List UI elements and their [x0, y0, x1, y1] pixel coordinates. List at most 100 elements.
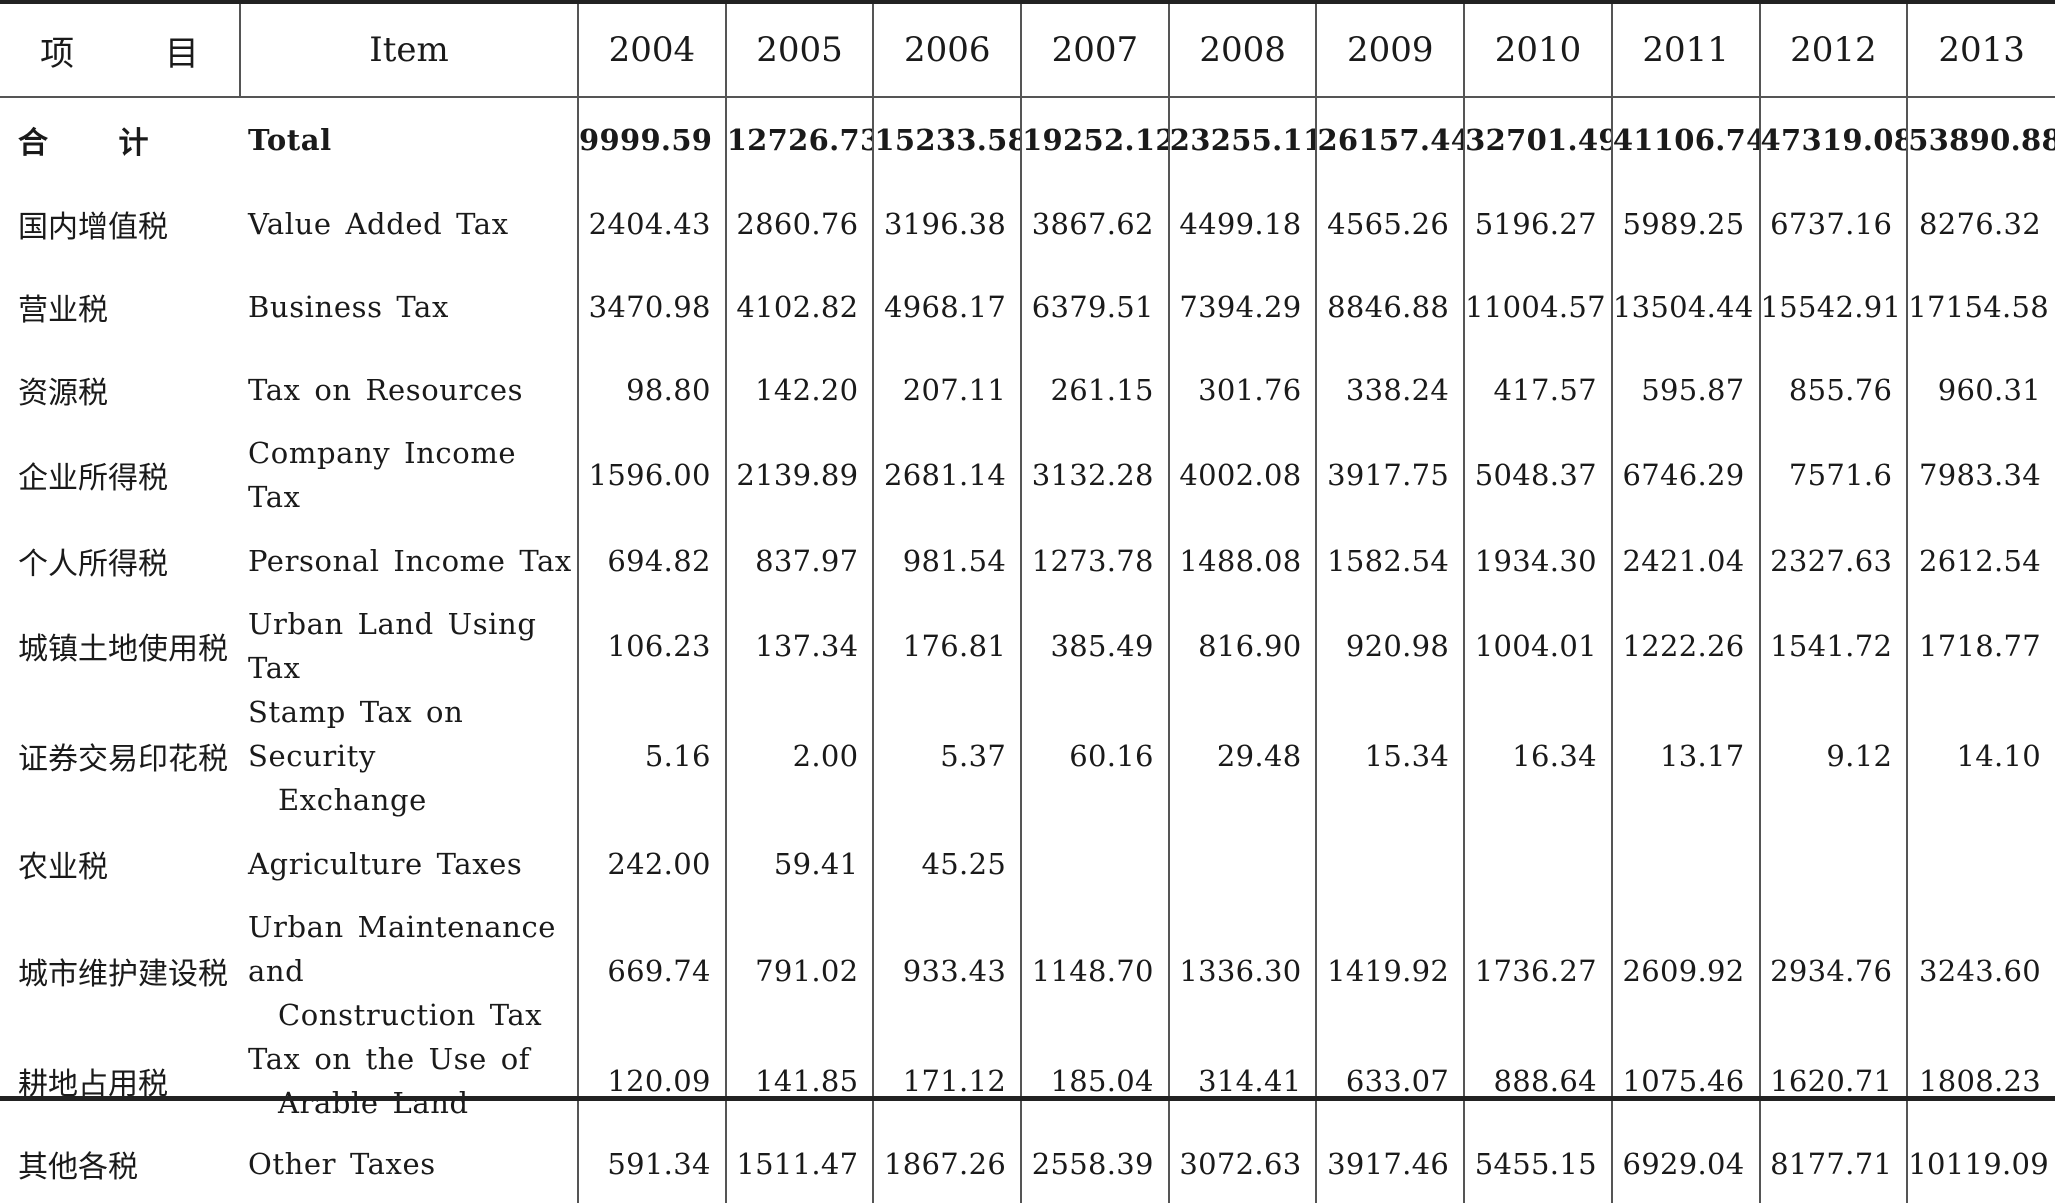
value-cell: 2421.04: [1610, 519, 1760, 602]
value-cell: 7394.29: [1167, 265, 1317, 348]
item-name-cn: 城镇土地使用税: [18, 632, 228, 667]
value-cell: [1167, 822, 1317, 905]
header-year: 2013: [1906, 4, 2055, 98]
value-cell: 7571.6: [1758, 431, 1908, 519]
value-cell: 2139.89: [724, 431, 874, 519]
value-cell: 5.16: [577, 690, 726, 822]
item-name-en-line: Tax on the Use of: [248, 1042, 531, 1076]
value-cell: 11004.57: [1463, 265, 1612, 348]
value-cell: 16.34: [1463, 690, 1612, 822]
value-cell: 385.49: [1020, 602, 1169, 690]
value-cell: 4499.18: [1167, 182, 1317, 265]
value-cell: 1718.77: [1906, 602, 2055, 690]
item-name-cn: 城市维护建设税: [18, 957, 228, 992]
header-year: 2004: [577, 4, 726, 98]
value-cell: 3917.75: [1315, 431, 1465, 519]
table-row: 国内增值税 Value Added Tax 2404.43 2860.76 3196.3…: [0, 182, 2055, 265]
value-cell: 13.17: [1610, 690, 1760, 822]
value-cell: 3196.38: [872, 182, 1022, 265]
value-cell: 5989.25: [1610, 182, 1760, 265]
value-cell: 141.85: [724, 1037, 874, 1125]
item-name-en-line: Other Taxes: [248, 1147, 436, 1181]
value-cell: 3470.98: [577, 265, 726, 348]
value-cell: 12726.73: [724, 97, 874, 182]
value-cell: 23255.11: [1167, 97, 1317, 182]
value-cell: 1273.78: [1020, 519, 1169, 602]
item-name-en-line: Tax on Resources: [248, 372, 524, 407]
value-cell: 6379.51: [1020, 265, 1169, 348]
value-cell: 837.97: [724, 519, 874, 602]
item-name-en: Stamp Tax on Security Exchange: [240, 690, 578, 822]
value-cell: [1906, 822, 2055, 905]
value-cell: 2558.39: [1020, 1125, 1169, 1203]
value-cell: 417.57: [1463, 348, 1612, 431]
value-cell: 10119.09: [1906, 1125, 2055, 1203]
header-year: 2012: [1758, 4, 1908, 98]
value-cell: 142.20: [724, 348, 874, 431]
table-row: 城镇土地使用税 Urban Land Using Tax 106.23 137.34 1…: [0, 602, 2055, 690]
value-cell: 1808.23: [1906, 1037, 2055, 1125]
header-year: 2005: [724, 4, 874, 98]
item-name-en-continuation: Exchange: [278, 783, 427, 817]
value-cell: 920.98: [1315, 602, 1465, 690]
value-cell: 4968.17: [872, 265, 1022, 348]
value-cell: 2609.92: [1610, 905, 1760, 1037]
tax-revenue-table: 项 目 Item 2004 2005 2006 2007 2008 2009 2…: [0, 4, 2055, 1203]
item-name-en-line: Agriculture Taxes: [248, 846, 523, 881]
value-cell: 2681.14: [872, 431, 1022, 519]
item-name-en: Tax on the Use of Arable Land: [240, 1037, 578, 1125]
item-name-cn: 企业所得税: [18, 461, 168, 496]
item-name-en-line: Stamp Tax on Security: [248, 695, 464, 773]
item-name-en-line: Company Income Tax: [248, 436, 517, 514]
value-cell: 137.34: [724, 602, 874, 690]
value-cell: 3132.28: [1020, 431, 1169, 519]
value-cell: 338.24: [1315, 348, 1465, 431]
header-item-cn: 项 目: [0, 4, 240, 98]
value-cell: [1610, 822, 1760, 905]
value-cell: 19252.12: [1020, 97, 1169, 182]
value-cell: 816.90: [1167, 602, 1317, 690]
value-cell: 3917.46: [1315, 1125, 1465, 1203]
value-cell: 855.76: [1758, 348, 1908, 431]
item-name-en-line: Value Added Tax: [248, 206, 509, 241]
value-cell: 1596.00: [577, 431, 726, 519]
value-cell: 960.31: [1906, 348, 2055, 431]
item-name-cn: 农业税: [18, 849, 108, 885]
value-cell: 2612.54: [1906, 519, 2055, 602]
item-name-en: Tax on Resources: [240, 348, 578, 431]
value-cell: 1419.92: [1315, 905, 1465, 1037]
value-cell: 8846.88: [1315, 265, 1465, 348]
item-name-en: Company Income Tax: [240, 431, 578, 519]
value-cell: 4002.08: [1167, 431, 1317, 519]
value-cell: 98.80: [577, 348, 726, 431]
item-name-en: Urban Land Using Tax: [240, 602, 578, 690]
value-cell: 7983.34: [1906, 431, 2055, 519]
top-rule: [0, 0, 2055, 4]
value-cell: 888.64: [1463, 1037, 1612, 1125]
value-cell: 1222.26: [1610, 602, 1760, 690]
header-year: 2008: [1167, 4, 1317, 98]
value-cell: 3072.63: [1167, 1125, 1317, 1203]
item-name-cn: 个人所得税: [18, 546, 168, 582]
value-cell: [1315, 822, 1465, 905]
table-body: 合 计 Total 9999.59 12726.73 15233.58 19252.12 2…: [0, 97, 2055, 1203]
item-name-en-line: Urban Land Using Tax: [248, 607, 537, 685]
value-cell: 32701.49: [1463, 97, 1612, 182]
value-cell: 933.43: [872, 905, 1022, 1037]
table-row: 其他各税 Other Taxes 591.34 1511.47 1867.26 2558.…: [0, 1125, 2055, 1203]
value-cell: 2404.43: [577, 182, 726, 265]
item-name-cn: 营业税: [18, 292, 108, 328]
header-year: 2010: [1463, 4, 1612, 98]
value-cell: 791.02: [724, 905, 874, 1037]
value-cell: 5.37: [872, 690, 1022, 822]
value-cell: [1020, 822, 1169, 905]
value-cell: 47319.08: [1758, 97, 1908, 182]
value-cell: 4102.82: [724, 265, 874, 348]
header-year: 2011: [1610, 4, 1760, 98]
value-cell: 595.87: [1610, 348, 1760, 431]
item-name-en-continuation: Arable Land: [278, 1086, 469, 1120]
value-cell: [1758, 822, 1908, 905]
value-cell: 185.04: [1020, 1037, 1169, 1125]
table-row: 城市维护建设税 Urban Maintenance and Construction…: [0, 905, 2055, 1037]
value-cell: 633.07: [1315, 1037, 1465, 1125]
